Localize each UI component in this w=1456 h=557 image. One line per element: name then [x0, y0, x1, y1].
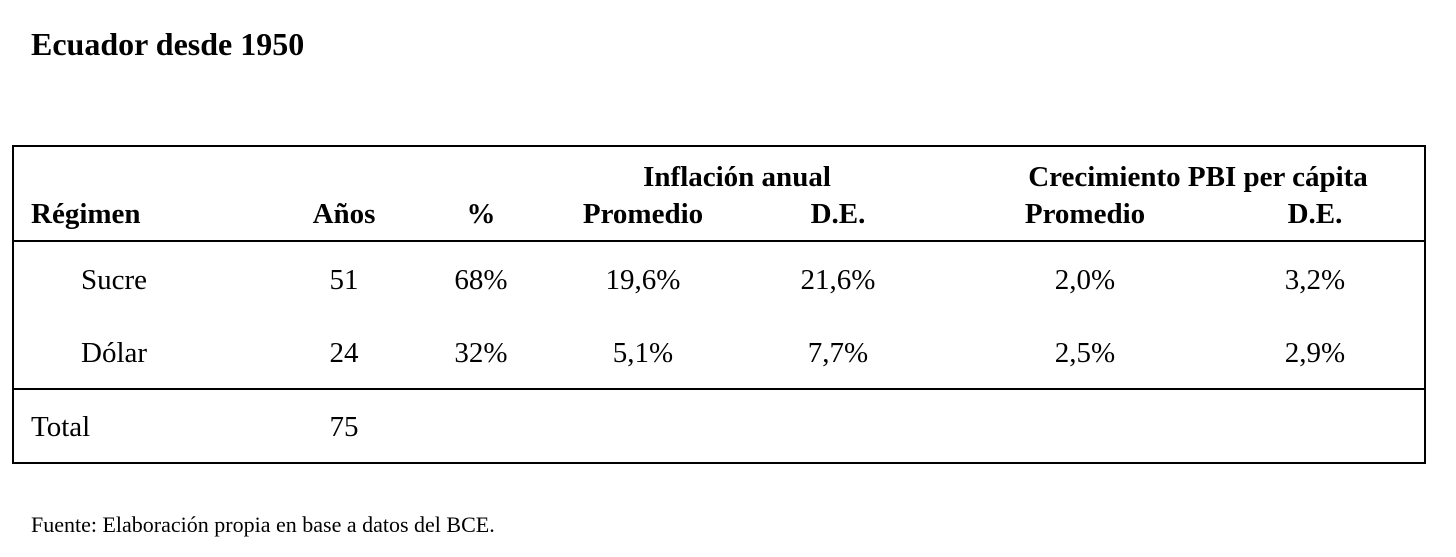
column-header-inflation-mean: Promedio: [582, 198, 704, 230]
column-header-percent: %: [466, 198, 496, 230]
column-header-inflation-sd: D.E.: [810, 198, 866, 230]
row-sucre-growth-mean: 2,0%: [1054, 264, 1116, 296]
group-header-inflation: Inflación anual: [643, 161, 831, 193]
column-header-regime: Régimen: [31, 198, 141, 230]
column-header-years: Años: [312, 198, 376, 230]
row-dolar-growth-mean: 2,5%: [1054, 337, 1116, 369]
row-sucre-inflation-sd: 21,6%: [800, 264, 876, 296]
column-header-growth-sd: D.E.: [1287, 198, 1343, 230]
row-dolar-inflation-mean: 5,1%: [612, 337, 674, 369]
column-header-growth-mean: Promedio: [1024, 198, 1146, 230]
total-divider: [12, 388, 1426, 390]
row-sucre-growth-sd: 3,2%: [1284, 264, 1346, 296]
table-title: Ecuador desde 1950: [31, 26, 305, 62]
row-sucre-inflation-mean: 19,6%: [605, 264, 681, 296]
row-dolar-years: 24: [329, 337, 359, 369]
header-divider: [12, 240, 1426, 242]
source-footnote: Fuente: Elaboración propia en base a dat…: [31, 512, 495, 537]
row-sucre-years: 51: [329, 264, 359, 296]
row-dolar-inflation-sd: 7,7%: [807, 337, 869, 369]
row-dolar-growth-sd: 2,9%: [1284, 337, 1346, 369]
group-header-growth: Crecimiento PBI per cápita: [1028, 161, 1368, 193]
table-frame: [12, 145, 1426, 464]
row-dolar-regime: Dólar: [81, 337, 148, 369]
row-sucre-percent: 68%: [454, 264, 508, 296]
row-sucre-regime: Sucre: [81, 264, 148, 296]
total-label: Total: [31, 411, 91, 443]
row-dolar-percent: 32%: [454, 337, 508, 369]
total-years: 75: [329, 411, 359, 443]
